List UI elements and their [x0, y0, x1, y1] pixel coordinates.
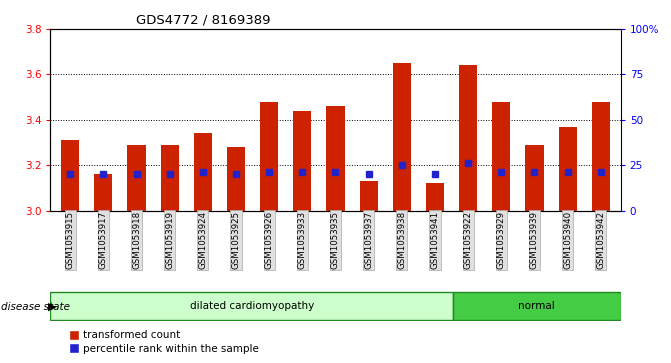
Text: GSM1053937: GSM1053937: [364, 211, 373, 269]
Text: normal: normal: [519, 301, 555, 311]
Text: ▶: ▶: [48, 302, 57, 312]
Bar: [61, 140, 79, 211]
Text: GSM1053918: GSM1053918: [132, 211, 141, 269]
Legend: transformed count, percentile rank within the sample: transformed count, percentile rank withi…: [66, 326, 263, 358]
Text: GSM1053919: GSM1053919: [165, 211, 174, 269]
Text: GSM1053940: GSM1053940: [563, 211, 572, 269]
Text: GSM1053933: GSM1053933: [298, 211, 307, 269]
Bar: [127, 145, 146, 211]
FancyBboxPatch shape: [453, 292, 621, 320]
Text: GSM1053924: GSM1053924: [199, 211, 207, 269]
Bar: [592, 102, 610, 211]
Bar: [293, 111, 311, 211]
Text: disease state: disease state: [1, 302, 70, 312]
Text: GSM1053929: GSM1053929: [497, 211, 506, 269]
Bar: [493, 102, 511, 211]
Text: GSM1053925: GSM1053925: [231, 211, 240, 269]
Text: GSM1053939: GSM1053939: [530, 211, 539, 269]
Bar: [393, 63, 411, 211]
Bar: [94, 174, 113, 211]
Bar: [525, 145, 544, 211]
Bar: [260, 102, 278, 211]
Text: GSM1053942: GSM1053942: [597, 211, 605, 269]
Bar: [160, 145, 178, 211]
FancyBboxPatch shape: [50, 292, 453, 320]
Text: GSM1053926: GSM1053926: [264, 211, 274, 269]
Bar: [426, 183, 444, 211]
Text: GSM1053917: GSM1053917: [99, 211, 108, 269]
Text: GSM1053938: GSM1053938: [397, 211, 407, 269]
Text: GDS4772 / 8169389: GDS4772 / 8169389: [136, 13, 270, 26]
Bar: [558, 127, 577, 211]
Bar: [326, 106, 345, 211]
Bar: [459, 65, 477, 211]
Text: GSM1053935: GSM1053935: [331, 211, 340, 269]
Bar: [194, 133, 212, 211]
Bar: [227, 147, 245, 211]
Text: dilated cardiomyopathy: dilated cardiomyopathy: [189, 301, 314, 311]
Bar: [360, 181, 378, 211]
Text: GSM1053915: GSM1053915: [66, 211, 74, 269]
Text: GSM1053941: GSM1053941: [431, 211, 440, 269]
Text: GSM1053922: GSM1053922: [464, 211, 472, 269]
